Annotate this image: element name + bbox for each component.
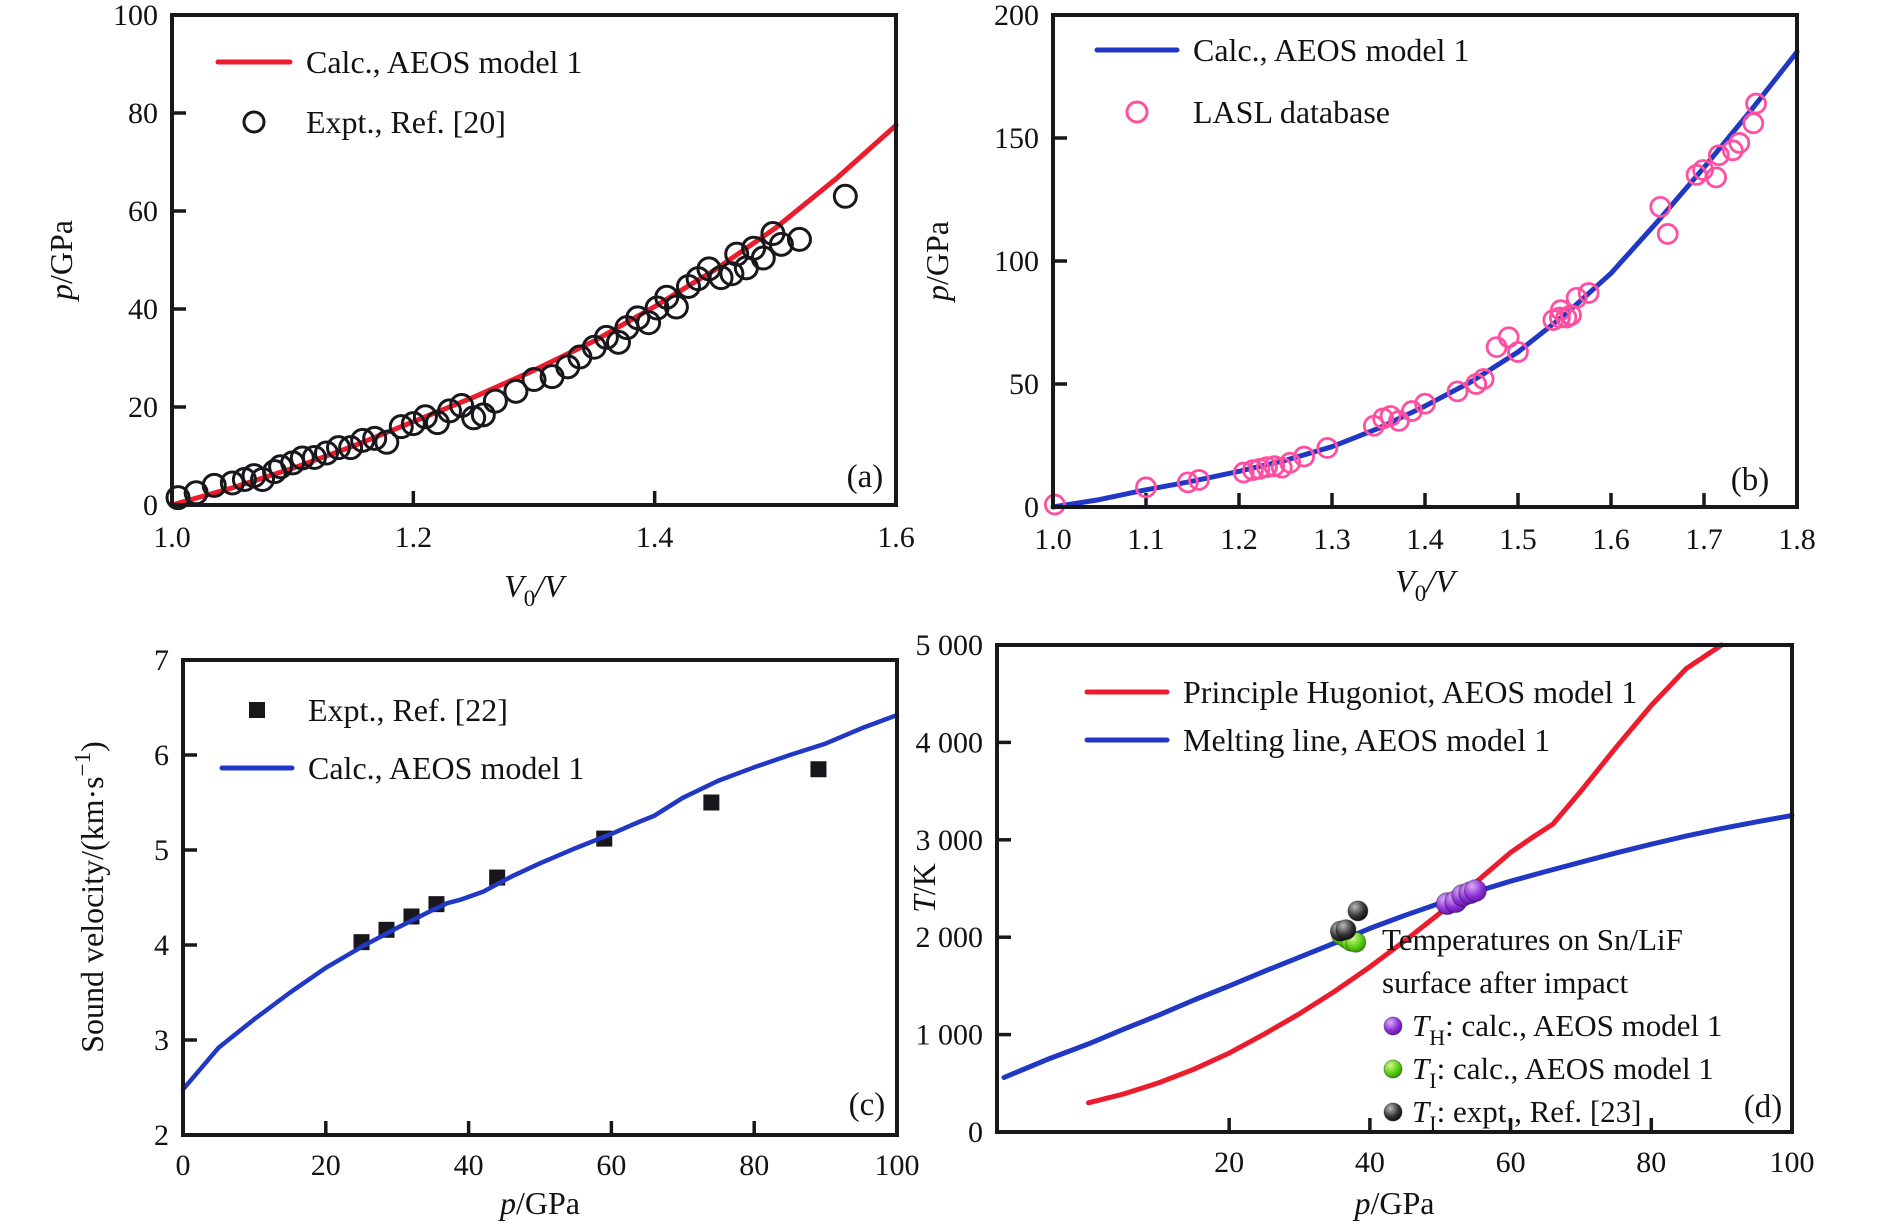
series-b-line (1050, 49, 1800, 510)
svg-text:p/GPa: p/GPa (1353, 1185, 1435, 1221)
series-d-line (1001, 813, 1795, 1080)
svg-text:50: 50 (1009, 368, 1039, 401)
series-d-line (1086, 642, 1725, 1106)
svg-text:80: 80 (1636, 1146, 1666, 1179)
svg-text:0: 0 (968, 1116, 983, 1149)
svg-text:4: 4 (154, 929, 169, 962)
svg-text:2 000: 2 000 (916, 921, 984, 954)
series-a-circle-open (165, 183, 858, 511)
svg-text:p/GPa: p/GPa (919, 221, 955, 303)
svg-text:40: 40 (1355, 1146, 1385, 1179)
panel-c: 0 20 40 60 80 100 2 3 4 5 6 7 Expt., Ref. [22] Calc.,… (70, 644, 920, 1221)
svg-text:1 000: 1 000 (916, 1019, 984, 1052)
panel-b: 1.0 1.1 1.2 1.3 1.4 1.5 1.6 1.7 1.8 0 50 100 150 200 C… (919, 0, 1816, 606)
svg-text:1.6: 1.6 (877, 521, 915, 554)
panel-label-d: (d) (1744, 1089, 1782, 1125)
svg-text:150: 150 (994, 122, 1039, 155)
legend-c: Expt., Ref. [22] Calc., AEOS model 1 (219, 692, 584, 786)
svg-text:1.2: 1.2 (1220, 523, 1258, 556)
svg-text:Calc., AEOS model 1: Calc., AEOS model 1 (308, 750, 584, 786)
svg-text:4 000: 4 000 (916, 726, 984, 759)
svg-text:40: 40 (454, 1149, 484, 1182)
annotation-d: Temperatures on Sn/LiF surface after impa… (1382, 922, 1722, 1136)
series-c-line (180, 712, 900, 1092)
svg-text:T/K: T/K (906, 863, 942, 913)
plot-frame-c (181, 658, 899, 1137)
svg-text:200: 200 (994, 0, 1039, 32)
svg-text:Principle Hugoniot, AEOS model: Principle Hugoniot, AEOS model 1 (1183, 674, 1637, 710)
svg-text:1.3: 1.3 (1313, 523, 1351, 556)
series-c-square (353, 761, 827, 951)
axis-ticks-b: 1.0 1.1 1.2 1.3 1.4 1.5 1.6 1.7 1.8 0 50 100 150 200 (994, 0, 1816, 556)
svg-text:LASL database: LASL database (1193, 94, 1390, 130)
series-d-sphere (1435, 879, 1487, 916)
svg-text:80: 80 (128, 97, 158, 130)
panel-label-c: (c) (849, 1087, 886, 1123)
svg-text:surface after impact: surface after impact (1382, 965, 1629, 1000)
svg-text:6: 6 (154, 739, 169, 772)
svg-text:Calc., AEOS model 1: Calc., AEOS model 1 (306, 44, 582, 80)
svg-text:0: 0 (176, 1149, 191, 1182)
svg-text:1.8: 1.8 (1778, 523, 1816, 556)
svg-text:100: 100 (1770, 1146, 1815, 1179)
svg-text:1.4: 1.4 (1406, 523, 1444, 556)
svg-text:100: 100 (994, 245, 1039, 278)
svg-text:3: 3 (154, 1024, 169, 1057)
svg-text:7: 7 (154, 644, 169, 677)
svg-text:V0/V: V0/V (504, 568, 567, 611)
svg-text:1.5: 1.5 (1499, 523, 1537, 556)
svg-text:Melting line, AEOS model 1: Melting line, AEOS model 1 (1183, 722, 1550, 758)
svg-text:Sound velocity/(km·s−1): Sound velocity/(km·s−1) (70, 741, 110, 1053)
svg-text:20: 20 (1214, 1146, 1244, 1179)
svg-text:TI: calc., AEOS model 1: TI: calc., AEOS model 1 (1412, 1051, 1714, 1093)
svg-text:Expt., Ref. [20]: Expt., Ref. [20] (306, 104, 506, 140)
svg-text:Expt., Ref. [22]: Expt., Ref. [22] (308, 692, 508, 728)
svg-text:40: 40 (128, 293, 158, 326)
svg-text:1.6: 1.6 (1592, 523, 1630, 556)
svg-text:5 000: 5 000 (916, 629, 984, 662)
svg-text:0: 0 (143, 489, 158, 522)
svg-text:100: 100 (113, 0, 158, 32)
svg-text:60: 60 (128, 195, 158, 228)
svg-text:p/GPa: p/GPa (498, 1185, 580, 1221)
svg-text:5: 5 (154, 834, 169, 867)
svg-text:60: 60 (1496, 1146, 1526, 1179)
svg-text:1.0: 1.0 (153, 521, 191, 554)
svg-text:1.2: 1.2 (395, 521, 433, 554)
svg-text:2: 2 (154, 1119, 169, 1152)
svg-text:100: 100 (875, 1149, 920, 1182)
series-b-circle-open (1043, 92, 1767, 516)
plot-frame-b (1051, 13, 1799, 509)
legend-a: Calc., AEOS model 1 Expt., Ref. [20] (215, 44, 582, 140)
svg-text:Temperatures on Sn/LiF: Temperatures on Sn/LiF (1382, 922, 1683, 957)
legend-b: Calc., AEOS model 1 LASL database (1094, 32, 1469, 130)
svg-text:20: 20 (128, 391, 158, 424)
svg-text:20: 20 (311, 1149, 341, 1182)
plot-frame-d (995, 643, 1794, 1134)
legend-d: Principle Hugoniot, AEOS model 1 Melting … (1084, 674, 1637, 758)
svg-text:60: 60 (596, 1149, 626, 1182)
svg-text:TI: expt., Ref. [23]: TI: expt., Ref. [23] (1412, 1094, 1641, 1136)
plot-frame-a (170, 13, 898, 507)
svg-text:3 000: 3 000 (916, 824, 984, 857)
svg-text:1.1: 1.1 (1127, 523, 1165, 556)
svg-text:TH: calc., AEOS model 1: TH: calc., AEOS model 1 (1412, 1008, 1722, 1050)
panel-d: 20 40 60 80 100 0 1 000 2 000 3 000 4 000 5 000 Pri… (906, 629, 1815, 1221)
svg-text:80: 80 (739, 1149, 769, 1182)
svg-text:0: 0 (1024, 491, 1039, 524)
svg-text:1.4: 1.4 (636, 521, 674, 554)
svg-text:1.0: 1.0 (1034, 523, 1072, 556)
series-d-sphere (1329, 900, 1369, 942)
panel-a: 1.0 1.2 1.4 1.6 0 20 40 60 80 100 Calc., AEOS mode… (43, 0, 915, 611)
axis-ticks-c: 0 20 40 60 80 100 2 3 4 5 6 7 (154, 644, 920, 1182)
svg-text:1.7: 1.7 (1685, 523, 1723, 556)
series-a-line (169, 122, 899, 508)
svg-text:p/GPa: p/GPa (43, 220, 79, 302)
svg-text:V0/V: V0/V (1395, 563, 1458, 606)
panel-label-a: (a) (847, 459, 884, 495)
svg-text:Calc., AEOS model 1: Calc., AEOS model 1 (1193, 32, 1469, 68)
panel-label-b: (b) (1731, 462, 1769, 498)
